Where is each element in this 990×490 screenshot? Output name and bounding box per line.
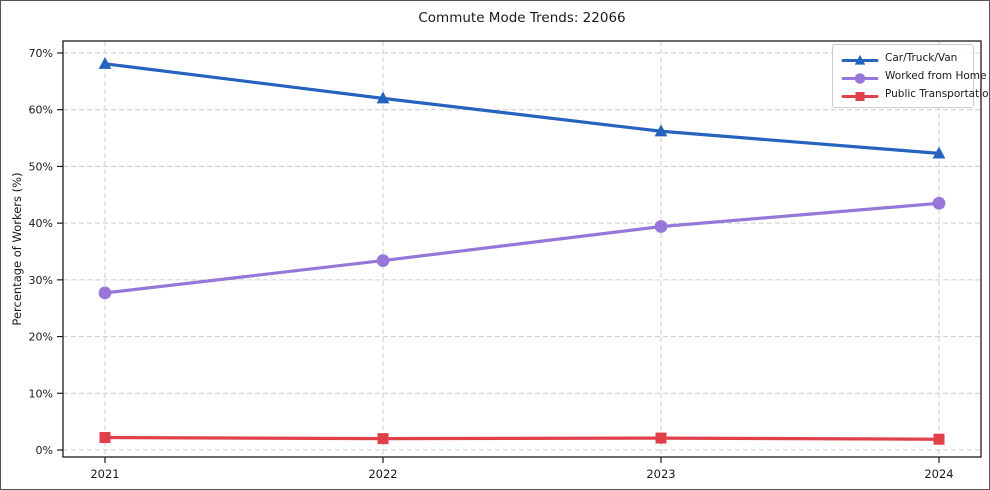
y-tick-label: 60% [29, 104, 53, 117]
y-tick-label: 70% [29, 47, 53, 60]
legend-label-worked-from-home: Worked from Home [885, 70, 987, 82]
data-point-square [655, 432, 667, 444]
legend-swatch-circle-icon [841, 70, 879, 84]
legend: Car/Truck/Van Worked from Home Public Tr… [832, 44, 989, 108]
data-point-triangle [376, 91, 390, 104]
data-point-circle [98, 286, 112, 300]
y-tick-label: 0% [36, 444, 53, 457]
y-tick-label: 10% [29, 387, 53, 400]
data-point-circle [654, 220, 668, 233]
data-point-square [99, 432, 111, 444]
y-tick-label: 20% [29, 331, 53, 344]
x-tick-label: 2023 [646, 467, 675, 481]
y-tick-label: 30% [29, 274, 53, 287]
legend-item-car-truck-van: Car/Truck/Van [841, 51, 965, 65]
series-line-worked-from-home [103, 201, 941, 295]
plot-frame [62, 40, 982, 458]
series-line-car-truck-van [103, 62, 941, 155]
data-point-square [855, 91, 865, 101]
data-point-circle [854, 72, 866, 84]
legend-swatch-svg [841, 72, 879, 84]
data-point-square [377, 433, 389, 445]
legend-swatch-svg [841, 91, 879, 101]
legend-item-public-transportation: Public Transportation [841, 87, 989, 101]
data-point-circle [932, 196, 946, 210]
legend-label-public-transportation: Public Transportation [885, 88, 990, 100]
legend-item-worked-from-home: Worked from Home [841, 69, 986, 84]
data-point-triangle [854, 54, 866, 65]
legend-swatch-svg [841, 54, 879, 65]
y-tick-label: 40% [29, 217, 53, 230]
data-point-triangle [654, 124, 668, 137]
series-worked-from-home [98, 196, 946, 300]
data-point-triangle [932, 146, 946, 159]
legend-swatch-triangle-icon [841, 52, 879, 65]
x-tick-label: 2022 [368, 467, 397, 481]
legend-swatch-square-icon [841, 88, 879, 101]
data-point-triangle [98, 56, 112, 69]
data-point-circle [376, 254, 390, 267]
y-tick-label: 50% [29, 160, 53, 173]
chart-title: Commute Mode Trends: 22066 [418, 10, 626, 26]
series-public-transportation [99, 432, 945, 445]
legend-label-car-truck-van: Car/Truck/Van [885, 52, 958, 64]
series-car-truck-van [98, 56, 946, 159]
x-tick-label: 2021 [90, 467, 119, 481]
data-point-square [933, 433, 945, 445]
x-tick-label: 2024 [924, 467, 953, 481]
series-line-public-transportation [103, 435, 941, 441]
